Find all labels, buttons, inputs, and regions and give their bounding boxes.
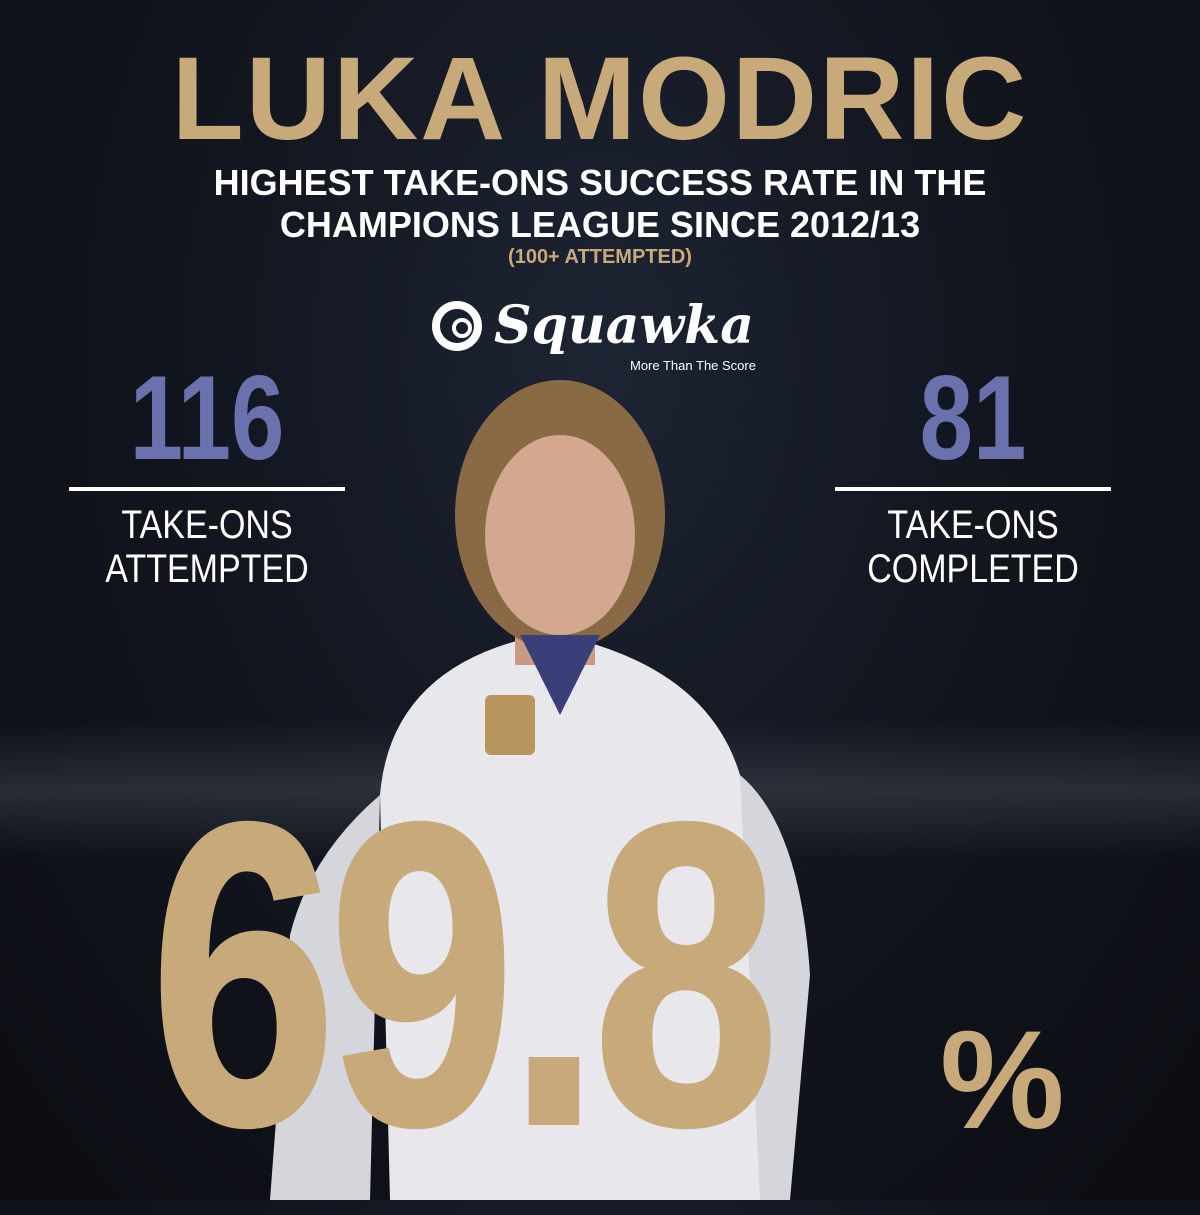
stat-label-line-2: ATTEMPTED	[105, 547, 309, 591]
stat-label: TAKE-ONS COMPLETED	[856, 503, 1091, 591]
stat-label-line-1: TAKE-ONS	[121, 503, 293, 547]
stat-label-line-1: TAKE-ONS	[887, 503, 1059, 547]
success-rate-value: 69.8	[148, 735, 781, 1215]
player-photo	[270, 380, 810, 1200]
percent-sign: %	[940, 1001, 1065, 1158]
qualifier-note: (100+ ATTEMPTED)	[508, 246, 692, 268]
divider	[69, 487, 345, 491]
squawka-logo-icon	[432, 301, 482, 351]
stat-value: 116	[129, 351, 285, 485]
stat-value: 81	[919, 351, 1027, 485]
subtitle: HIGHEST TAKE-ONS SUCCESS RATE IN THE CHA…	[0, 162, 1200, 246]
page-title: LUKA MODRIC	[171, 33, 1029, 165]
brand-name: Squawka	[494, 295, 754, 356]
brand-tagline: More Than The Score	[630, 358, 756, 373]
subtitle-line-2: CHAMPIONS LEAGUE SINCE 2012/13	[279, 204, 921, 245]
stat-attempted: 116 TAKE-ONS ATTEMPTED	[69, 358, 345, 591]
stat-label-line-2: COMPLETED	[867, 547, 1079, 591]
squawka-logo: Squawka	[432, 298, 754, 354]
stat-completed: 81 TAKE-ONS COMPLETED	[835, 358, 1111, 591]
stat-label: TAKE-ONS ATTEMPTED	[90, 503, 325, 591]
divider	[835, 487, 1111, 491]
subtitle-line-1: HIGHEST TAKE-ONS SUCCESS RATE IN THE	[213, 162, 987, 203]
